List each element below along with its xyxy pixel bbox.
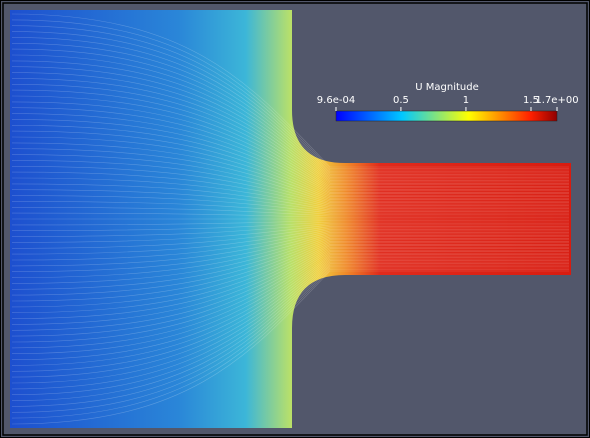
streamline [11, 266, 569, 407]
streamline [11, 264, 569, 401]
streamline [11, 235, 569, 284]
streamline [11, 269, 569, 419]
streamline [11, 255, 569, 366]
color-bar-title: U Magnitude [415, 82, 478, 93]
streamline [11, 242, 569, 313]
streamline [11, 241, 569, 308]
streamline [11, 78, 569, 184]
streamline [11, 260, 569, 384]
streamline [11, 66, 569, 181]
color-bar-gradient [335, 110, 558, 122]
streamline [11, 229, 569, 261]
streamline [11, 19, 569, 169]
streamlines [11, 13, 569, 425]
streamline [11, 238, 569, 296]
streamline [11, 233, 569, 278]
streamline [11, 261, 569, 390]
streamline [11, 166, 569, 206]
color-bar-tick-label: 1.5 [523, 95, 539, 106]
streamline [11, 95, 569, 189]
streamline [11, 267, 569, 413]
streamline [11, 177, 569, 209]
streamline [11, 201, 569, 215]
streamline [11, 207, 569, 217]
streamline [11, 251, 569, 349]
streamline [11, 171, 569, 208]
streamline [11, 148, 569, 202]
streamline [11, 84, 569, 186]
streamline [11, 136, 569, 199]
streamline [11, 246, 569, 331]
streamline [11, 230, 569, 267]
streamline [11, 257, 569, 372]
flow-domain [10, 10, 571, 428]
streamline [11, 223, 569, 237]
streamline [11, 125, 569, 196]
streamline [11, 130, 569, 197]
streamline [11, 89, 569, 187]
streamline [11, 239, 569, 302]
streamline [11, 113, 569, 193]
streamline [11, 160, 569, 205]
streamline [11, 263, 569, 395]
streamline [11, 258, 569, 378]
streamline [11, 227, 569, 255]
streamline [11, 119, 569, 194]
streamline [11, 43, 569, 175]
streamline [11, 142, 569, 200]
streamline [11, 195, 569, 214]
streamline [11, 60, 569, 180]
color-bar-tick-label: 9.6e-04 [317, 95, 355, 106]
streamline [11, 37, 569, 174]
color-bar-tick-label: 0.5 [393, 95, 409, 106]
streamline [11, 245, 569, 325]
streamline [11, 54, 569, 178]
streamline [11, 224, 569, 243]
streamline [11, 248, 569, 337]
streamline [11, 48, 569, 177]
streamline [11, 236, 569, 290]
streamline [11, 254, 569, 360]
streamline [11, 244, 569, 319]
streamline [11, 232, 569, 272]
streamline [11, 226, 569, 249]
streamline [11, 249, 569, 343]
streamline [11, 154, 569, 203]
streamline [11, 13, 569, 168]
streamline [11, 252, 569, 354]
streamline [11, 189, 569, 212]
streamline [11, 220, 569, 226]
streamline [11, 183, 569, 211]
color-bar-tick-label: 1.7e+00 [535, 95, 578, 106]
streamline [11, 72, 569, 183]
streamline [11, 31, 569, 172]
streamline [11, 221, 569, 231]
streamline [11, 107, 569, 192]
streamline [11, 212, 569, 218]
streamline [11, 25, 569, 171]
color-bar: U Magnitude 9.6e-04 0.5 1 1.51.7e+00 [317, 82, 579, 122]
streamline [11, 270, 569, 425]
color-bar-tick-label: 1 [463, 95, 469, 106]
streamline [11, 101, 569, 190]
